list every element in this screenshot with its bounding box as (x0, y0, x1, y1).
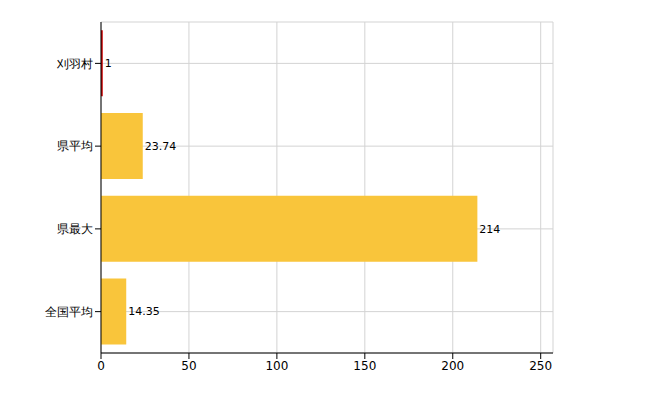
svg-text:50: 50 (181, 359, 196, 373)
svg-text:全国平均: 全国平均 (45, 305, 93, 319)
svg-text:100: 100 (265, 359, 288, 373)
svg-text:1: 1 (105, 57, 112, 70)
svg-text:214: 214 (479, 223, 500, 236)
svg-text:県最大: 県最大 (57, 222, 93, 236)
svg-text:14.35: 14.35 (128, 305, 160, 318)
svg-text:県平均: 県平均 (57, 139, 93, 153)
svg-text:23.74: 23.74 (145, 140, 177, 153)
svg-text:刈羽村: 刈羽村 (56, 57, 93, 71)
svg-text:0: 0 (97, 359, 105, 373)
svg-text:250: 250 (529, 359, 552, 373)
svg-text:150: 150 (353, 359, 376, 373)
svg-text:200: 200 (441, 359, 464, 373)
